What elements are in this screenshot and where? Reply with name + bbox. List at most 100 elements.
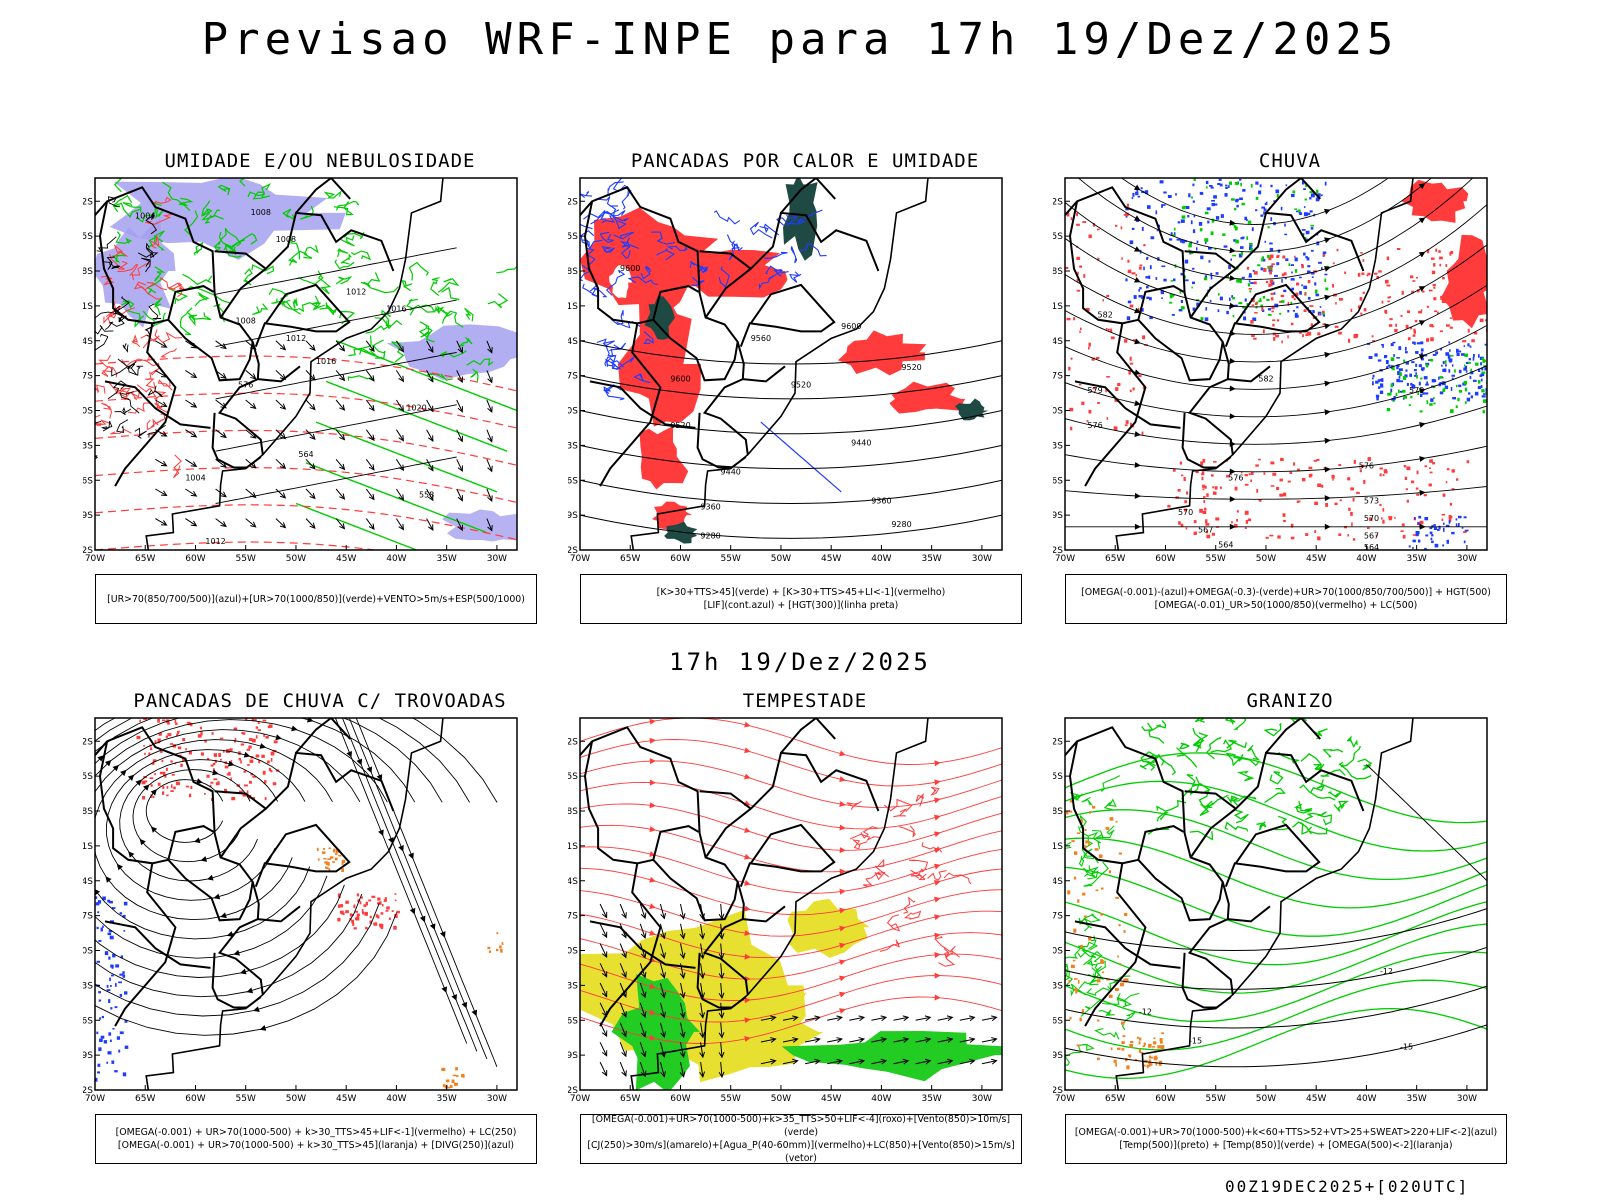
wind-arrows-head [398,464,405,472]
blue-omega-dots-dot [1433,379,1437,382]
wind-arrows-head [160,490,168,496]
wind-vectors-head [770,1037,777,1043]
red-water-contours-line [886,914,901,932]
blue-omega-dots-dot [1150,236,1155,240]
wind-vectors-shaft [959,1017,974,1021]
green-temp850-contours-line [1317,814,1332,826]
coastline-east [145,178,447,550]
lat-tick-label: 12S [83,197,93,207]
lon-tick-label: 40W [386,554,406,564]
blue-omega-dots-dot [1477,387,1481,390]
red-convection-dots-dot [231,797,236,801]
blue-omega-dots-dot [1291,287,1294,291]
blue-lif-contours-line [633,373,651,384]
red-ur-dots-dot [1379,503,1382,507]
green-omega-dots-dot [1250,183,1253,188]
wind-vectors-shaft [659,1022,665,1037]
green-humidity-contours-line [247,182,272,198]
blue-divergence-dots-dot [106,984,109,988]
wind-arrows-head [487,406,493,414]
orange-omega-dots-dot [1097,1057,1100,1061]
black-lc250-streamlines-arrow [253,1006,260,1012]
wind-vectors-head [679,1071,686,1078]
blue-omega-dots-dot [1470,371,1474,375]
green-omega-dots-dot [1444,360,1447,364]
orange-omega-dots-dot [1083,845,1087,849]
wind-vectors-shaft [599,1042,607,1056]
red-ur-dots-dot [1465,291,1470,294]
contour-label: 1012 [286,334,306,343]
red-ur-dots-dot [1412,280,1416,282]
blue-omega-dots-dot [1143,266,1145,271]
green-omega-dots-dot [1304,198,1307,201]
red-ur-dots-dot [1421,290,1425,293]
coastline-east [630,718,932,1090]
red-convection-dots-dot [272,782,277,786]
red-thickness-contours-line [133,281,161,300]
wind-arrows-head [279,403,287,410]
black-hgt500-streamlines-arrow [1134,492,1141,499]
green-omega-dots-dot [1232,296,1235,300]
red-convection-dots-dot [255,735,258,739]
blue-omega-dots-dot [1125,278,1128,282]
wind-vectors-head [601,911,608,919]
red-convection-dots-dot [175,781,180,786]
blue-omega-dots-dot [1383,356,1387,359]
blue-omega-dots-dot [1455,518,1458,521]
lon-tick-label: 65W [135,554,155,564]
lon-tick-label: 60W [670,554,690,564]
lat-tick-label: 27S [83,372,93,382]
wind-vectors-shaft [937,1060,952,1065]
red-ur-dots-dot [1484,268,1487,272]
wind-arrows-shaft [426,399,433,411]
wind-arrows-head [250,492,257,499]
red-water-streamlines-arrow [744,880,751,886]
country-border [652,319,739,382]
green-humidity-contours-line [153,297,163,316]
red-water-contours-line [915,792,925,807]
wind-vectors-head [640,1031,647,1038]
black-hgt500-streamlines-arrow [1324,466,1331,473]
blue-omega-dots-dot [1310,272,1315,275]
red-ur-dots-dot [1268,257,1272,261]
blue-divergence-dots-dot [116,1036,120,1040]
orange-omega-dots-dot [1153,1056,1158,1061]
black-lc250-streamlines-arrow [259,1025,267,1031]
orange-omega-dots-dot [1101,971,1105,974]
blue-omega-dots-dot [1478,368,1481,372]
red-ur-dots-dot [1435,248,1438,252]
blue-omega-dots-dot [1430,537,1433,541]
blue-omega-dots-dot [1269,247,1274,252]
red-ur-dots-dot [1307,331,1312,336]
wind-arrows-shaft [365,518,374,529]
wind-vectors-shaft [959,1038,974,1043]
green-omega-dots-dot [1183,205,1186,209]
green-humidity-contours-line [335,340,517,412]
orange-convection-dots-dot [461,1074,464,1077]
red-convection-dots-dot [273,740,278,744]
red-ur-dots-dot [1124,339,1128,343]
wind-vectors-head [699,1071,706,1078]
red-ur-dots-dot [1433,263,1436,267]
black-lc250-streamlines-arrow [346,750,352,758]
blue-lif-contours-line [713,210,741,225]
red-convective-region [889,381,966,414]
orange-omega-dots-dot [1117,955,1119,958]
wind-vectors-head [621,1050,627,1058]
wind-arrows-shaft [486,459,492,471]
green-omega-dots-dot [1193,178,1196,182]
red-convection-dots-dot [151,762,155,765]
orange-omega-dots-dot [1071,840,1075,843]
red-convection-dots-dot [204,793,206,795]
red-ur-dots-dot [1250,471,1254,475]
orange-omega-dots-dot [1120,1021,1125,1025]
wind-vectors-head [699,1051,706,1059]
black-lc250-streamlines-arrow [409,907,416,915]
contour-label: 9360 [871,497,891,506]
country-border [696,412,747,469]
wind-vectors-shaft [639,982,646,997]
lon-tick-label: 45W [336,1094,356,1104]
green-omega-dots-dot [1481,389,1485,393]
red-ur-dots-dot [1356,491,1360,494]
country-border [652,859,739,922]
